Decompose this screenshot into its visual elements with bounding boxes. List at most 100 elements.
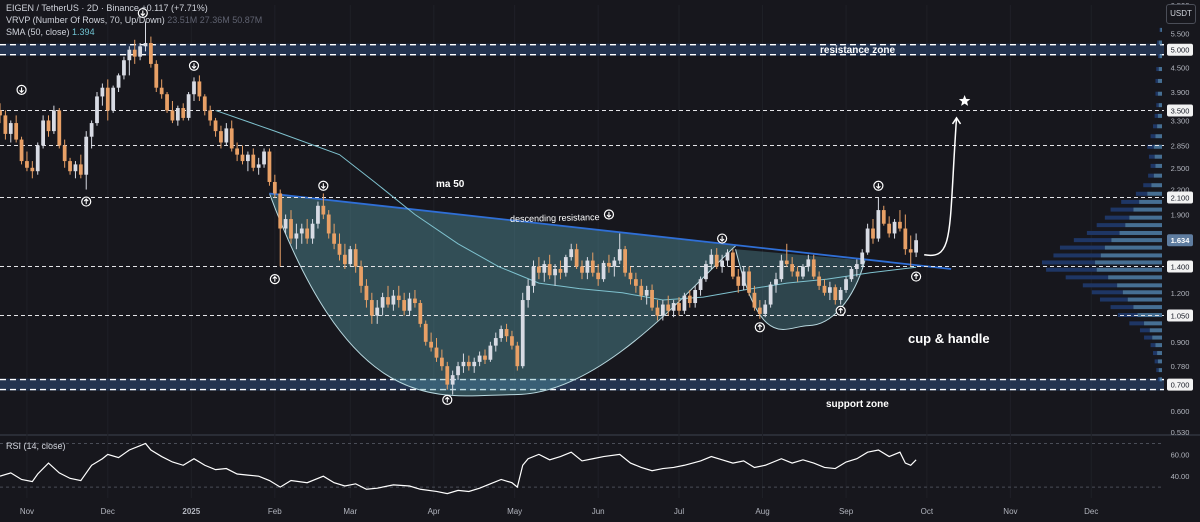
vrvp-label: VRVP (Number Of Rows, 70, Up/Down) (6, 15, 165, 25)
legend-symbol-row[interactable]: EIGEN / TetherUS · 2D · Binance +0.117 (… (6, 3, 208, 14)
candle-body (865, 228, 870, 253)
candle-body (186, 94, 191, 118)
descending-resistance-line (269, 192, 952, 270)
candle-body (466, 361, 471, 367)
candle-body (35, 145, 40, 172)
grid-layer (0, 5, 1200, 498)
candle-body (634, 279, 638, 286)
candle-body (563, 257, 568, 273)
candle-body (542, 264, 547, 273)
candle-body (450, 375, 455, 385)
candle-body (423, 323, 428, 342)
vp-bar-down (1110, 305, 1134, 310)
time-tick-label: Aug (755, 507, 769, 516)
time-tick-label: Sep (839, 507, 854, 516)
vp-bar-down (1046, 267, 1097, 272)
signal-arrow-glyph (606, 212, 612, 218)
candle-body (57, 110, 62, 146)
level-price-label: 3.500 (1171, 106, 1190, 115)
price-tick-label: 0.900 (1171, 338, 1190, 347)
candle-body (537, 266, 541, 273)
price-tick-label: 5.500 (1171, 29, 1190, 38)
vp-bar-up (1153, 173, 1162, 178)
cup-fill (269, 193, 736, 396)
level-price-label: 5.000 (1171, 46, 1190, 55)
vp-bar-up (1158, 67, 1162, 72)
rsi-tick-label: 60.00 (1171, 450, 1190, 459)
candle-body (165, 94, 169, 111)
legend-vrvp-row[interactable]: VRVP (Number Of Rows, 70, Up/Down) 23.51… (6, 15, 262, 26)
vp-bar-down (1143, 183, 1152, 188)
level-price-badge (1167, 191, 1193, 204)
candle-body (596, 272, 601, 280)
candle-body (687, 295, 692, 304)
vp-bar-down (1150, 343, 1156, 348)
candle-body (391, 295, 396, 305)
candle-body (52, 110, 56, 132)
candle-body (612, 260, 617, 267)
candle-body (682, 295, 687, 311)
candle-body (14, 123, 19, 140)
candle-body (644, 289, 649, 296)
candle-body (844, 279, 848, 290)
vp-bar-down (1154, 359, 1158, 364)
signal-arrow-glyph (320, 183, 326, 189)
candle-body (25, 161, 29, 168)
candle-body (553, 268, 557, 276)
vp-bar-down (1110, 207, 1134, 212)
candle-body (380, 297, 385, 308)
vp-bar-down (1156, 368, 1159, 373)
candle-body (768, 284, 773, 305)
vp-bar-up (1157, 78, 1162, 83)
currency-button[interactable]: USDT (1166, 4, 1196, 24)
time-tick-label: Jun (592, 507, 605, 516)
target-star-icon (958, 94, 971, 106)
candle-body (95, 96, 99, 124)
price-tick-label: 3.900 (1171, 88, 1190, 97)
price-change: +0.117 (+7.71%) (141, 3, 208, 13)
price-tick-label: 3.300 (1171, 116, 1190, 125)
candle-body (407, 298, 412, 311)
candle-body (601, 262, 606, 280)
candle-body (660, 304, 665, 316)
candle-body (822, 285, 827, 293)
candle-body (267, 151, 272, 182)
candle-body (811, 259, 816, 277)
candle-body (375, 307, 380, 316)
candle-body (143, 43, 148, 47)
candle-body (849, 268, 854, 280)
vp-bar-up (1144, 321, 1162, 326)
vp-bar-up (1119, 230, 1162, 235)
legend-rsi-row[interactable]: RSI (14, close) (6, 441, 66, 452)
candle-body (440, 357, 444, 367)
candle-body (795, 271, 800, 277)
cup-handle-label: cup & handle (908, 331, 990, 346)
pane-separator (0, 434, 1200, 436)
candle-body (294, 233, 299, 239)
time-tick-label: Dec (1084, 507, 1098, 516)
legend-sma-row[interactable]: SMA (50, close) 1.394 (6, 27, 95, 38)
candle-body (364, 285, 369, 301)
candle-body (876, 210, 881, 239)
candle-body (752, 292, 757, 308)
time-tick-label: Jul (674, 507, 684, 516)
candle-body (202, 96, 207, 111)
vp-bar-down (1155, 91, 1158, 96)
candle-body (219, 131, 223, 143)
vp-bar-down (1104, 215, 1130, 220)
projection-layer (924, 94, 971, 257)
vp-bar-up (1157, 113, 1162, 118)
candle-body (359, 266, 363, 286)
vp-bar-up (1122, 290, 1162, 295)
vp-bar-down (1157, 377, 1160, 382)
candle-body (515, 345, 520, 367)
candle-body (240, 154, 245, 162)
candle-body (353, 249, 358, 267)
candle-body (321, 205, 326, 215)
candle-body (784, 260, 789, 265)
candle-body (235, 148, 239, 155)
vp-bar-down (1153, 124, 1158, 129)
candle-body (569, 249, 574, 258)
time-tick-label: 2025 (182, 507, 200, 516)
